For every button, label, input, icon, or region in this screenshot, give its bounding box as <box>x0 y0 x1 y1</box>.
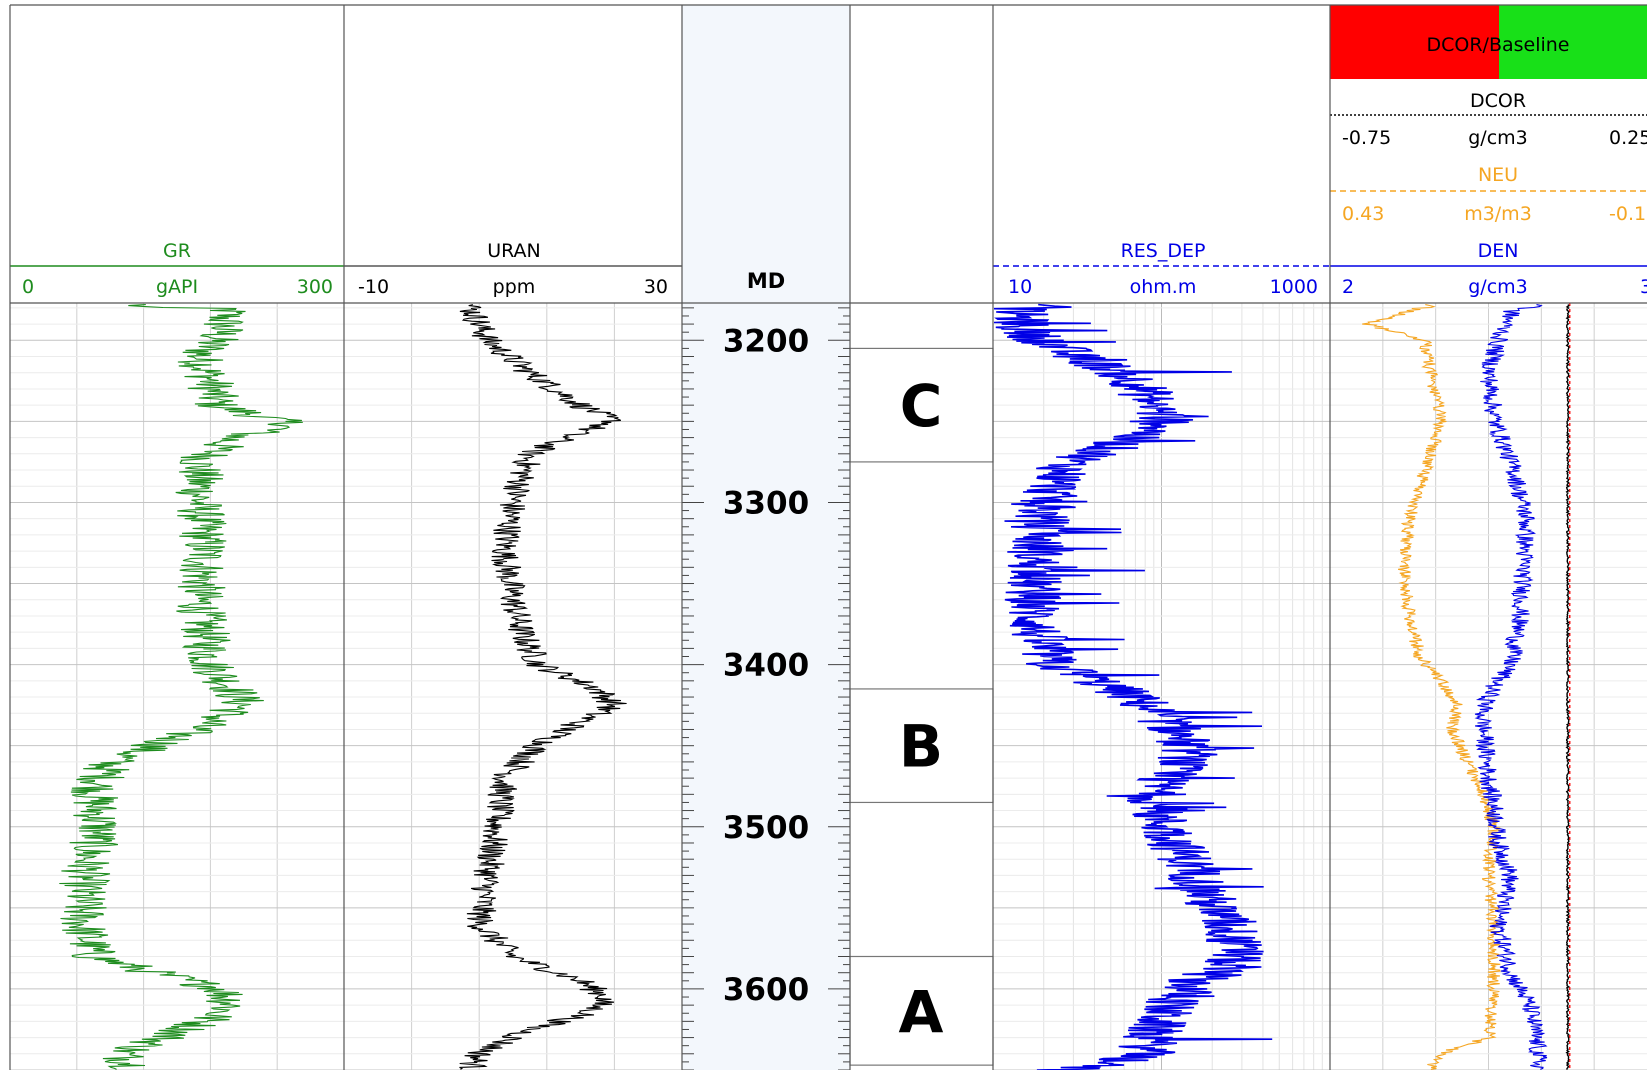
res_dep-curve <box>993 303 1273 1070</box>
dcor-curve <box>1565 304 1571 1070</box>
zone-label: A <box>899 978 944 1046</box>
dcor-max: 0.25 <box>1609 127 1647 149</box>
zone-box <box>849 347 994 463</box>
gr-unit: gAPI <box>156 276 198 298</box>
zone-label: B <box>899 713 943 781</box>
depth-tick-label: 3200 <box>723 323 809 359</box>
curve-layer <box>59 303 1571 1070</box>
den-curve <box>1474 304 1548 1070</box>
zone-box <box>849 955 994 1066</box>
dcor-curve-name: DCOR <box>1470 90 1526 112</box>
res-unit: ohm.m <box>1130 276 1197 298</box>
neu-max: -0.17 <box>1609 203 1647 225</box>
depth-tick-label: 3600 <box>723 972 809 1008</box>
gr-min: 0 <box>22 276 34 298</box>
depth-tick-label: 3500 <box>723 810 809 846</box>
depth-tick-label: 3300 <box>723 485 809 521</box>
dcor-baseline-bar-red <box>1330 5 1499 79</box>
den-min: 2 <box>1342 276 1354 298</box>
dcor-baseline-bar-green <box>1499 5 1647 79</box>
uran-curve <box>459 304 627 1070</box>
gr-curve-name: GR <box>163 240 191 262</box>
gr-max: 300 <box>297 276 333 298</box>
depth-track-background <box>682 5 850 1070</box>
depth-tick-label: 3400 <box>723 648 809 684</box>
zone-box <box>849 688 994 804</box>
dcor-baseline-title: DCOR/Baseline <box>1426 34 1569 56</box>
res-curve-name: RES_DEP <box>1121 240 1206 262</box>
zone-label: C <box>900 372 943 440</box>
dcor-unit: g/cm3 <box>1468 127 1528 149</box>
res-min: 10 <box>1008 276 1032 298</box>
uran-curve-name: URAN <box>487 240 541 262</box>
uran-max: 30 <box>644 276 668 298</box>
neu-unit: m3/m3 <box>1464 203 1532 225</box>
neu-min: 0.43 <box>1342 203 1384 225</box>
zone-layer: C B A <box>849 347 994 1066</box>
uran-min: -10 <box>358 276 389 298</box>
gr-curve <box>59 304 303 1070</box>
den-max: 3 <box>1640 276 1647 298</box>
neu-curve <box>1362 304 1501 1070</box>
neu-curve-name: NEU <box>1478 164 1518 186</box>
den-curve-name: DEN <box>1478 240 1519 262</box>
md-label: MD <box>747 269 785 293</box>
track-headers: DCOR/Baseline GR 0 gAPI 300 URAN -10 ppm… <box>10 5 1647 298</box>
res-max: 1000 <box>1270 276 1318 298</box>
track-frame <box>9 4 1647 1070</box>
depth-axis: 3200 3300 3400 3500 3600 <box>682 307 850 1070</box>
uran-unit: ppm <box>493 276 536 298</box>
den-unit: g/cm3 <box>1468 276 1528 298</box>
dcor-min: -0.75 <box>1342 127 1391 149</box>
